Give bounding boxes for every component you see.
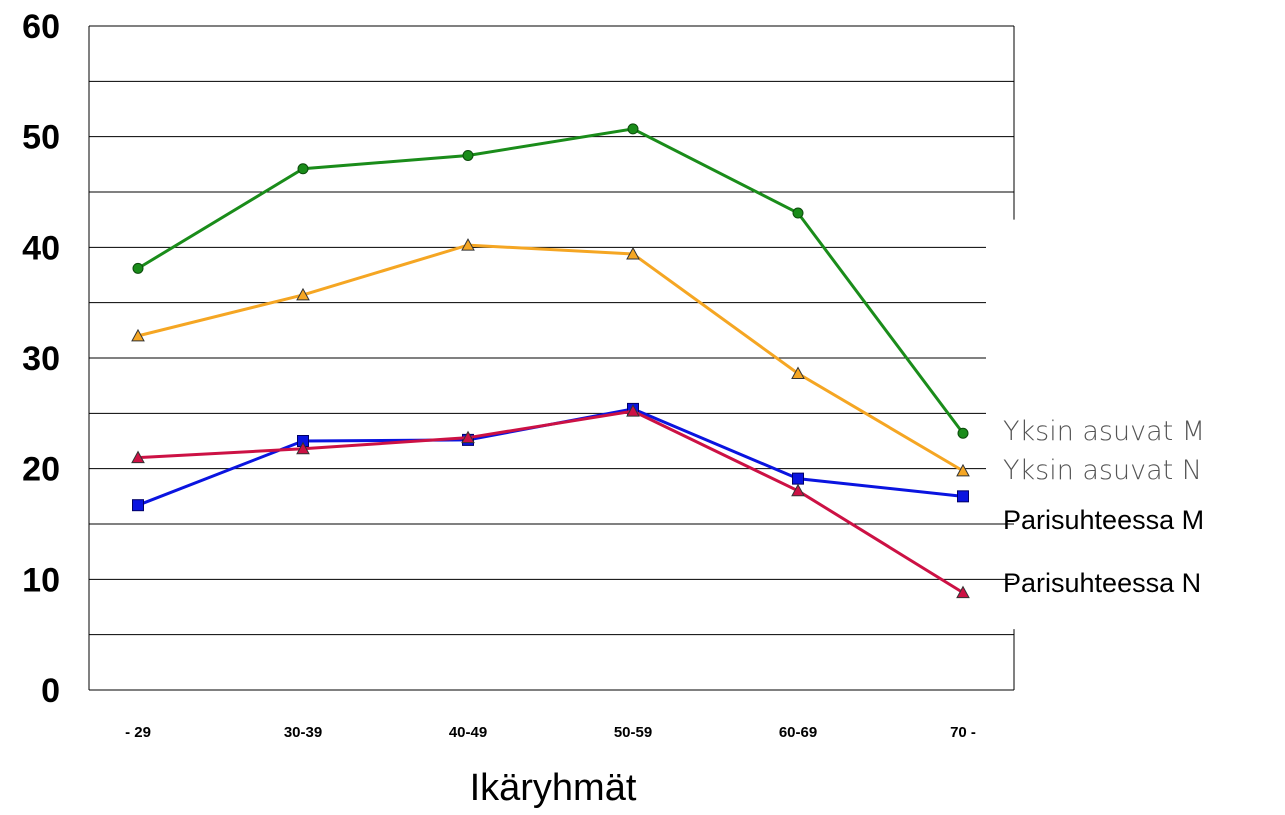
x-axis-label: Ikäryhmät (470, 767, 637, 809)
y-tick-label: 10 (22, 561, 60, 599)
data-point (956, 585, 970, 599)
x-tick-label: - 29 (125, 724, 151, 741)
legend-entry: Yksin asuvat M (1003, 416, 1205, 447)
data-point (792, 207, 804, 219)
data-point (461, 430, 475, 444)
legend-entry: Yksin asuvat N (1003, 455, 1202, 486)
data-point (956, 463, 970, 477)
series (132, 402, 969, 512)
data-point (791, 366, 805, 379)
y-tick-label: 0 (41, 672, 60, 710)
x-tick-label: 60-69 (779, 724, 817, 741)
data-point (296, 287, 310, 301)
y-tick-label: 30 (22, 340, 60, 378)
data-point (957, 427, 969, 439)
y-tick-label: 50 (22, 119, 60, 157)
data-point (132, 262, 144, 274)
y-tick-label: 60 (22, 8, 60, 46)
series (131, 404, 970, 599)
data-point (626, 246, 640, 260)
y-tick-label: 40 (22, 229, 60, 267)
x-tick-label: 70 - (950, 724, 976, 741)
data-point (297, 163, 309, 175)
data-point (461, 238, 475, 251)
data-point (792, 472, 804, 485)
y-tick-label: 20 (22, 451, 60, 489)
x-axis-ticks: - 29 30-39 40-49 50-59 60-69 70 - (125, 724, 976, 741)
series (131, 238, 970, 477)
series-line (137, 409, 964, 594)
legend-entry: Parisuhteessa N (1003, 568, 1201, 598)
data-point (791, 483, 805, 497)
data-point (131, 328, 145, 342)
data-point (957, 490, 969, 503)
data-point (131, 450, 145, 464)
x-tick-label: 40-49 (449, 724, 487, 741)
data-point (132, 499, 144, 512)
y-axis-ticks: 0 10 20 30 40 50 60 (22, 8, 60, 710)
data-point (626, 404, 640, 417)
x-tick-label: 30-39 (284, 724, 322, 741)
series-layer (131, 123, 970, 599)
data-point (296, 441, 310, 455)
legend-entry: Parisuhteessa M (1003, 505, 1204, 535)
data-point (627, 123, 639, 135)
series-line (137, 127, 965, 435)
x-tick-label: 50-59 (614, 724, 652, 741)
series-line (137, 243, 964, 473)
data-point (462, 149, 474, 161)
series (132, 123, 969, 439)
grid-layer (88, 25, 1015, 691)
legend: Yksin asuvat M Yksin asuvat N Parisuhteess… (1003, 416, 1205, 598)
